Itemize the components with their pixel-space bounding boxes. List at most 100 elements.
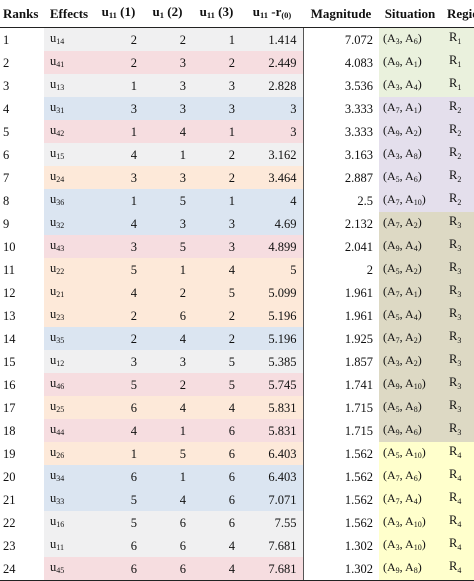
- situation-cell: (A3, A4): [379, 74, 441, 97]
- situation-text: ): [417, 329, 422, 344]
- difference-cell: 5.831: [241, 419, 304, 442]
- magnitude-cell: 1.741: [344, 377, 373, 392]
- region-subscript: 3: [457, 267, 462, 276]
- header-u2: u1 (2): [143, 0, 192, 28]
- effect-subscript: 33: [56, 496, 65, 506]
- u1-cell: 1: [94, 74, 143, 97]
- situation-cell: (A9, A10): [379, 373, 441, 396]
- u3-cell: 3: [192, 97, 241, 120]
- u2-cell: 3: [143, 166, 192, 189]
- region-cell: R3: [441, 281, 474, 304]
- situation-text: (A: [383, 145, 396, 160]
- effect-cell: u24: [44, 166, 94, 189]
- situation-subscript: 6: [413, 174, 418, 184]
- effect-base: u: [50, 53, 57, 68]
- situation-cell: (A7, A6): [379, 465, 441, 488]
- region-cell: R3: [441, 373, 474, 396]
- situation-cell: (A3, A2): [379, 350, 441, 373]
- region-subscript: 4: [457, 520, 462, 529]
- region-base: R: [449, 536, 458, 550]
- region-base: R: [449, 306, 458, 320]
- situation-text: ): [417, 53, 422, 68]
- situation-text: , A: [399, 352, 414, 367]
- region-cell: R4: [441, 557, 474, 581]
- effect-subscript: 43: [56, 243, 65, 253]
- region-cell: R1: [441, 51, 474, 74]
- u3-cell: 4: [192, 396, 241, 419]
- difference-cell: 4.899: [241, 235, 304, 258]
- region-cell: R4: [441, 465, 474, 488]
- situation-text: ): [417, 214, 422, 229]
- situation-text: ): [417, 260, 422, 275]
- situation-text: ): [421, 513, 426, 528]
- region-cell: R3: [441, 419, 474, 442]
- effect-cell: u25: [44, 396, 94, 419]
- situation-text: , A: [399, 375, 414, 390]
- situation-text: (A: [383, 490, 396, 505]
- region-cell: R2: [441, 97, 474, 120]
- magnitude-cell: 2.132: [344, 216, 373, 231]
- table-row: 4 u31 3 3 3 3 3.333 (A7, A1) R2: [0, 97, 474, 120]
- u2-cell: 5: [143, 189, 192, 212]
- situation-text: , A: [399, 214, 414, 229]
- situation-cell: (A5, A10): [379, 442, 441, 465]
- u1-cell: 4: [94, 212, 143, 235]
- situation-subscript: 4: [413, 243, 418, 253]
- u2-cell: 2: [143, 27, 192, 51]
- situation-text: (A: [383, 191, 396, 206]
- situation-subscript: 10: [413, 381, 422, 391]
- difference-cell: 5.385: [241, 350, 304, 373]
- u1-cell: 2: [94, 304, 143, 327]
- magnitude-cell: 1.302: [344, 538, 373, 553]
- difference-cell: 7.681: [241, 534, 304, 557]
- situation-cell: (A7, A4): [379, 488, 441, 511]
- difference-cell: 7.071: [241, 488, 304, 511]
- u1-cell: 2: [94, 327, 143, 350]
- situation-text: , A: [399, 283, 414, 298]
- effect-subscript: 25: [56, 404, 65, 414]
- situation-cell: (A7, A10): [379, 189, 441, 212]
- effect-subscript: 21: [56, 289, 65, 299]
- table-row: 10 u43 3 5 3 4.899 2.041 (A9, A4) R3: [0, 235, 474, 258]
- situation-text: (A: [383, 398, 396, 413]
- u2-cell: 2: [143, 281, 192, 304]
- effect-cell: u36: [44, 189, 94, 212]
- situation-subscript: 8: [413, 404, 418, 414]
- effect-base: u: [50, 306, 57, 321]
- difference-cell: 5.831: [241, 396, 304, 419]
- situation-subscript: 5: [395, 312, 400, 322]
- u3-cell: 1: [192, 27, 241, 51]
- situation-cell: (A5, A8): [379, 396, 441, 419]
- rank-cell: 20: [3, 469, 16, 484]
- difference-cell: 5.099: [241, 281, 304, 304]
- situation-cell: (A7, A2): [379, 212, 441, 235]
- effect-cell: u26: [44, 442, 94, 465]
- situation-text: ): [421, 536, 426, 551]
- u1-cell: 4: [94, 281, 143, 304]
- table-row: 15 u12 3 3 5 5.385 1.857 (A3, A2) R3: [0, 350, 474, 373]
- situation-subscript: 4: [413, 82, 418, 92]
- region-cell: R1: [441, 27, 474, 51]
- magnitude-cell: 1.715: [344, 400, 373, 415]
- situation-text: (A: [383, 214, 396, 229]
- effect-subscript: 36: [56, 197, 65, 207]
- situation-text: ): [417, 237, 422, 252]
- region-base: R: [449, 283, 458, 297]
- magnitude-cell: 3.333: [344, 101, 373, 116]
- situation-text: ): [417, 122, 422, 137]
- region-base: R: [449, 76, 458, 90]
- situation-text: (A: [383, 559, 396, 574]
- u1-cell: 3: [94, 235, 143, 258]
- difference-cell: 6.403: [241, 442, 304, 465]
- situation-subscript: 2: [413, 358, 418, 368]
- situation-text: ): [417, 76, 422, 91]
- u1-cell: 5: [94, 373, 143, 396]
- situation-cell: (A7, A1): [379, 97, 441, 120]
- header-u1: u11 (1): [94, 0, 143, 28]
- effect-subscript: 23: [56, 312, 65, 322]
- situation-text: (A: [383, 122, 396, 137]
- u2-cell: 3: [143, 212, 192, 235]
- u3-cell: 2: [192, 304, 241, 327]
- effect-cell: u15: [44, 143, 94, 166]
